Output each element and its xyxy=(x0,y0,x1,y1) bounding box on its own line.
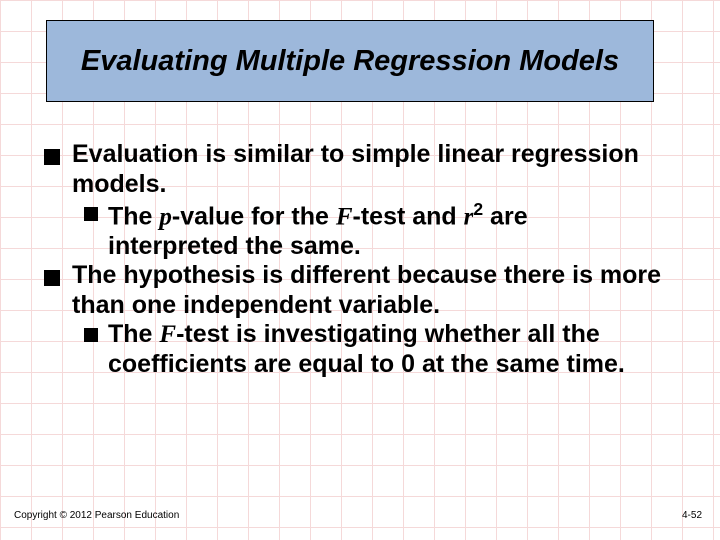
slide-number: 4-52 xyxy=(682,510,702,521)
slide-title: Evaluating Multiple Regression Models xyxy=(81,45,619,78)
text-segment: -value for the xyxy=(172,202,336,230)
bullet-level1: Evaluation is similar to simple linear r… xyxy=(44,140,664,199)
square-bullet-icon xyxy=(44,270,60,286)
slide-body: Evaluation is similar to simple linear r… xyxy=(44,140,664,379)
bullet-level2: The F-test is investigating whether all … xyxy=(84,320,664,379)
superscript: 2 xyxy=(473,199,483,219)
slide-title-box: Evaluating Multiple Regression Models xyxy=(46,20,654,102)
bullet-text: The p-value for the F-test and r2 are in… xyxy=(108,199,664,261)
square-bullet-icon xyxy=(84,207,98,221)
square-bullet-icon xyxy=(84,328,98,342)
bullet-text: The hypothesis is different because ther… xyxy=(72,261,664,320)
italic-variable: p xyxy=(159,203,172,230)
italic-variable: r xyxy=(464,203,474,230)
square-bullet-icon xyxy=(44,149,60,165)
bullet-text: The F-test is investigating whether all … xyxy=(108,320,664,379)
text-segment: The xyxy=(108,320,159,348)
text-segment: -test and xyxy=(353,202,464,230)
bullet-level2: The p-value for the F-test and r2 are in… xyxy=(84,199,664,261)
italic-variable: F xyxy=(159,321,176,348)
text-segment: The xyxy=(108,202,159,230)
copyright-text: Copyright © 2012 Pearson Education xyxy=(14,510,179,521)
bullet-text: Evaluation is similar to simple linear r… xyxy=(72,140,664,199)
bullet-level1: The hypothesis is different because ther… xyxy=(44,261,664,320)
text-segment: -test is investigating whether all the c… xyxy=(108,320,625,378)
italic-variable: F xyxy=(336,203,353,230)
